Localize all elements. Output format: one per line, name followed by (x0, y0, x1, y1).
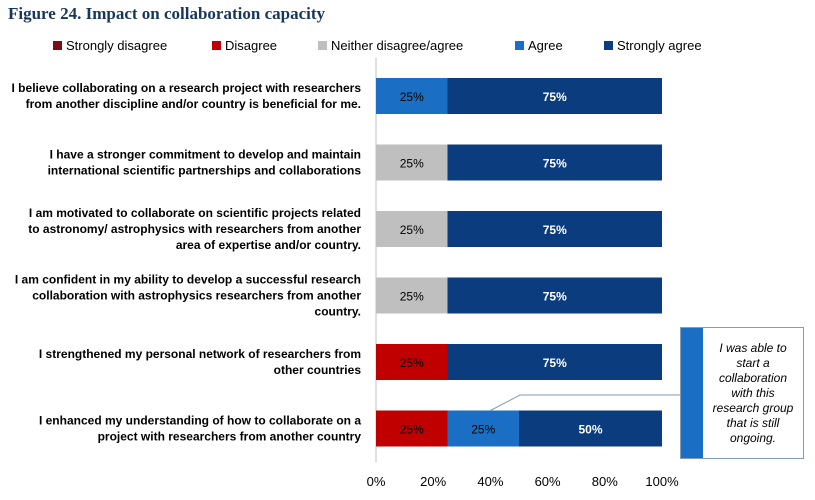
x-tick-label: 60% (535, 474, 561, 489)
callout-text: I was able to start a collaboration with… (712, 340, 794, 445)
bar-segment (447, 144, 662, 181)
category-label: I enhanced my understanding of how to co… (39, 414, 361, 444)
callout-leader-line (490, 394, 680, 411)
data-label: 50% (578, 423, 602, 437)
legend-swatch (318, 41, 327, 50)
bar-segment (447, 277, 662, 314)
figure-title: Figure 24. Impact on collaboration capac… (8, 4, 325, 23)
data-label: 25% (471, 423, 495, 437)
data-label: 25% (400, 90, 424, 104)
bar-segment (447, 344, 662, 380)
legend-item: Agree (515, 38, 563, 53)
data-label: 25% (400, 356, 424, 370)
bar-segment (447, 78, 662, 114)
legend-label: Disagree (225, 38, 277, 53)
category-label: I am motivated to collaborate on scienti… (28, 206, 361, 252)
bar-segment (376, 344, 448, 380)
data-label: 75% (543, 290, 567, 304)
legend-label: Strongly agree (617, 38, 702, 53)
callout-accent-bar (681, 328, 703, 458)
legend-swatch (515, 41, 524, 50)
category-label: I am confident in my ability to develop … (15, 273, 361, 319)
legend-label: Agree (528, 38, 563, 53)
bar-segment (376, 277, 448, 314)
x-tick-label: 100% (645, 474, 679, 489)
bar-segment (376, 410, 448, 447)
legend-label: Neither disagree/agree (331, 38, 463, 53)
category-label: I believe collaborating on a research pr… (12, 81, 362, 111)
category-label: I have a stronger commitment to develop … (48, 148, 362, 178)
legend-item: Disagree (212, 38, 277, 53)
bar-segment (447, 211, 662, 247)
data-label: 75% (543, 157, 567, 171)
legend-item: Neither disagree/agree (318, 38, 463, 53)
bar-segment (447, 410, 519, 447)
legend-swatch (53, 41, 62, 50)
x-tick-label: 80% (592, 474, 618, 489)
legend-swatch (212, 41, 221, 50)
x-tick-label: 40% (477, 474, 503, 489)
legend-item: Strongly agree (604, 38, 702, 53)
x-tick-label: 20% (420, 474, 446, 489)
legend-item: Strongly disagree (53, 38, 167, 53)
data-label: 25% (400, 223, 424, 237)
data-label: 75% (543, 356, 567, 370)
bar-segment (519, 410, 662, 447)
bar-segment (376, 211, 448, 247)
data-label: 25% (400, 423, 424, 437)
x-tick-label: 0% (367, 474, 386, 489)
data-label: 75% (543, 223, 567, 237)
data-label: 75% (543, 90, 567, 104)
bar-segment (376, 144, 448, 181)
bar-segment (376, 78, 448, 114)
legend-label: Strongly disagree (66, 38, 167, 53)
data-label: 25% (400, 157, 424, 171)
category-label: I strengthened my personal network of re… (39, 347, 361, 377)
legend-swatch (604, 41, 613, 50)
data-label: 25% (400, 290, 424, 304)
callout-box: I was able to start a collaboration with… (680, 327, 804, 459)
